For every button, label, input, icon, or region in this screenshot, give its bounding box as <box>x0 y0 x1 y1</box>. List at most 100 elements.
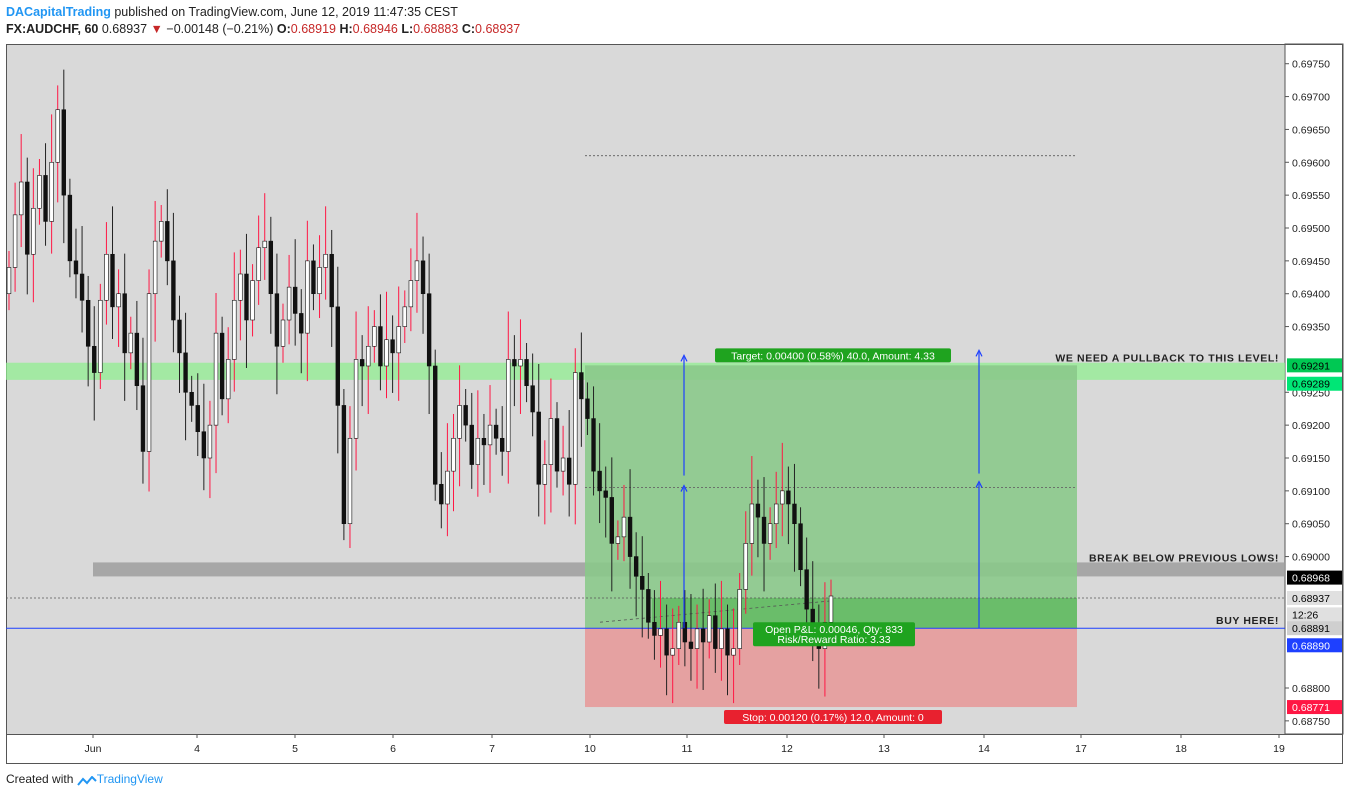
candle-body <box>238 273 243 301</box>
time-tick-label: 6 <box>390 743 396 755</box>
candle-body <box>694 628 700 649</box>
candle-body <box>463 405 468 426</box>
stop-label-box[interactable] <box>724 710 942 725</box>
candle-body <box>426 293 432 367</box>
pnl-label-box[interactable] <box>753 622 915 647</box>
candle-body <box>378 326 383 367</box>
candle-body <box>317 267 322 295</box>
price-tick-label: 0.69450 <box>1292 256 1330 268</box>
candle-body <box>469 424 474 465</box>
candle-body <box>786 490 791 505</box>
target-label-text-0: Target: 0.00400 (0.58%) 40.0, Amount: 4.… <box>731 350 935 362</box>
candle-body <box>566 457 572 485</box>
candle-body <box>55 109 60 163</box>
price-axis-label: 0.69291 <box>1292 360 1330 372</box>
price-tick-label: 0.69700 <box>1292 92 1330 104</box>
candle-body <box>31 207 36 255</box>
candle-body <box>201 431 207 459</box>
candle-body <box>603 490 608 498</box>
candle-body <box>493 424 499 439</box>
candle-body <box>597 470 602 492</box>
price-tick-label: 0.69650 <box>1292 124 1330 136</box>
long-arrow-2a-head <box>975 480 983 488</box>
candle-body <box>311 260 316 295</box>
candle-body <box>140 385 146 452</box>
candle-body <box>341 405 347 525</box>
author-link[interactable]: DACapitalTrading <box>6 5 111 19</box>
chart-header: DACapitalTrading published on TradingVie… <box>6 4 520 38</box>
price-axis-label: 0.68891 <box>1292 623 1330 635</box>
time-tick-label: 18 <box>1175 743 1187 755</box>
low-value: 0.68883 <box>413 22 459 36</box>
candle-body <box>274 293 280 347</box>
candle-body <box>688 641 694 649</box>
price-change: −0.00148 (−0.21%) <box>166 22 274 36</box>
candle-body <box>104 253 109 301</box>
candle-body <box>439 483 444 505</box>
high-value: 0.68946 <box>352 22 398 36</box>
candle-body <box>725 628 730 656</box>
tradingview-logo-icon <box>76 775 97 786</box>
created-with-label: Created with <box>6 772 74 786</box>
candle-body <box>457 405 462 439</box>
price-tick-label: 0.69350 <box>1292 322 1330 334</box>
candle-body <box>152 240 158 295</box>
time-tick-label: 7 <box>489 743 495 755</box>
symbol-label[interactable]: FX:AUDCHF, 60 <box>6 22 99 36</box>
candle-body <box>183 352 188 393</box>
high-label: H: <box>339 22 353 36</box>
candle-body <box>700 628 706 643</box>
target-label-box[interactable] <box>715 348 951 363</box>
candle-body <box>323 253 328 268</box>
candle-body <box>110 253 115 308</box>
candle-body <box>664 628 669 656</box>
candle-body <box>250 280 255 321</box>
candle-body <box>658 628 663 636</box>
candle-body <box>61 109 66 196</box>
candle-body <box>500 437 505 452</box>
plot-border <box>6 44 1343 764</box>
last-price: 0.68937 <box>101 22 148 36</box>
candle-body <box>798 523 803 571</box>
price-axis-label: 0.68890 <box>1292 640 1330 652</box>
candle-body <box>408 280 414 308</box>
candle-body <box>85 299 91 347</box>
time-tick-label: 5 <box>292 743 298 755</box>
price-tick-label: 0.69500 <box>1292 223 1330 235</box>
candle-body <box>122 293 127 354</box>
candle-body <box>390 339 395 354</box>
candle-body <box>134 332 140 387</box>
price-tick-label: 0.68800 <box>1292 683 1330 695</box>
candle-body <box>366 345 371 367</box>
candle-body <box>195 405 200 433</box>
candle-body <box>682 621 688 643</box>
price-tick-label: 0.68750 <box>1292 716 1330 728</box>
candle-body <box>713 615 718 649</box>
price-axis-label-box <box>1287 621 1342 636</box>
candle-body <box>12 214 18 268</box>
candle-body <box>761 516 767 544</box>
price-tick-label: 0.69050 <box>1292 519 1330 531</box>
candle-body <box>92 345 97 373</box>
tradingview-brand[interactable]: TradingView <box>96 772 163 786</box>
candle-body <box>286 286 292 321</box>
candle-body <box>828 595 834 623</box>
candle-body <box>524 359 529 387</box>
candle-body <box>780 490 785 505</box>
down-arrow-icon: ▼ <box>150 22 163 36</box>
price-tick-label: 0.69200 <box>1292 420 1330 432</box>
candle-body <box>347 437 353 525</box>
long-arrow-2b-head <box>975 349 983 357</box>
close-value: 0.68937 <box>475 22 521 36</box>
candle-body <box>171 260 176 321</box>
candle-body <box>646 589 651 623</box>
pnl-label-text-0: Open P&L: 0.00046, Qty: 833 <box>765 624 903 636</box>
footer: Created with TradingView <box>6 772 163 786</box>
candle-body <box>767 523 773 544</box>
low-label: L: <box>401 22 414 36</box>
candle-body <box>433 365 438 485</box>
ohlc-line: FX:AUDCHF, 60 0.68937 ▼ −0.00148 (−0.21%… <box>6 21 520 38</box>
annotation-resistance: WE NEED A PULLBACK TO THIS LEVEL! <box>1055 353 1279 365</box>
candle-body <box>707 615 712 643</box>
